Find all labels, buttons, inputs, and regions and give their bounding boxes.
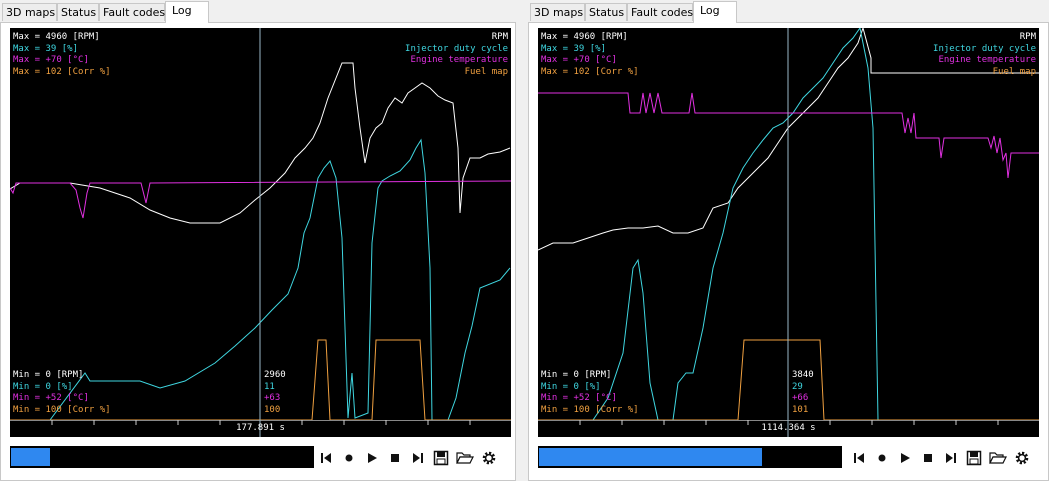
- cursor-value-fuel: 101: [792, 404, 809, 415]
- legend-name-fuel: Fuel map: [992, 66, 1036, 77]
- legend-max-fuel: Max = 102 [Corr %]: [13, 66, 111, 77]
- tab-status[interactable]: Status: [585, 3, 627, 21]
- save-button[interactable]: [964, 448, 984, 468]
- cursor-value-temp: +63: [264, 393, 281, 403]
- legend-min-temp: Min = +52 [°C]: [541, 393, 617, 403]
- play-icon: [901, 453, 910, 463]
- legend-name-rpm: RPM: [491, 32, 508, 42]
- cursor-value-injector: 29: [792, 381, 803, 392]
- temp-line: [10, 180, 511, 219]
- play-button[interactable]: [895, 448, 915, 468]
- tab-status[interactable]: Status: [57, 3, 99, 21]
- stop-icon: [391, 454, 399, 462]
- time-ruler-ticks: [10, 420, 511, 437]
- save-icon: [966, 450, 982, 466]
- legend-min-rpm: Min = 0 [RPM]: [13, 370, 84, 380]
- fuel-line: [538, 339, 1039, 420]
- skip-end-button[interactable]: [941, 448, 961, 468]
- open-folder-icon: [456, 452, 474, 464]
- log-panel-left: 3D maps Status Fault codes Log Max = 496…: [0, 0, 516, 481]
- tab-3d-maps[interactable]: 3D maps: [2, 3, 57, 21]
- skip-start-icon: [854, 453, 864, 463]
- time-label: 1114.364 s: [761, 423, 816, 433]
- legend-min-injector: Min = 0 [%]: [13, 381, 73, 392]
- legend-min-temp: Min = +52 [°C]: [13, 393, 89, 403]
- save-icon: [433, 450, 449, 466]
- stop-button[interactable]: [385, 448, 405, 468]
- cursor-value-injector: 11: [264, 381, 275, 392]
- legend-name-injector: Injector duty cycle: [405, 43, 508, 54]
- playback-progress-fill: [539, 448, 762, 466]
- log-tab-body: Max = 4960 [RPM] Max = 39 [%] Max = +70 …: [0, 22, 516, 481]
- skip-start-icon: [321, 453, 331, 463]
- tab-3d-maps[interactable]: 3D maps: [530, 3, 585, 21]
- stop-icon: [924, 454, 932, 462]
- legend-max-temp: Max = +70 [°C]: [13, 55, 89, 65]
- legend-max-rpm: Max = 4960 [RPM]: [541, 32, 628, 42]
- settings-button[interactable]: [1012, 448, 1032, 468]
- settings-icon: [482, 451, 496, 465]
- skip-end-icon: [946, 453, 956, 463]
- cursor-value-rpm: 2960: [264, 370, 286, 380]
- tab-log[interactable]: Log: [165, 1, 209, 23]
- legend-max-injector: Max = 39 [%]: [541, 43, 607, 54]
- legend-name-fuel: Fuel map: [464, 66, 508, 77]
- skip-start-button[interactable]: [849, 448, 869, 468]
- log-chart[interactable]: Max = 4960 [RPM] Max = 39 [%] Max = +70 …: [10, 28, 511, 420]
- legend-name-injector: Injector duty cycle: [933, 43, 1036, 54]
- play-icon: [368, 453, 377, 463]
- injector-line: [538, 28, 1039, 420]
- fuel-line: [10, 339, 511, 420]
- record-icon: [345, 454, 353, 462]
- play-button[interactable]: [362, 448, 382, 468]
- legend-name-temp: Engine temperature: [938, 55, 1036, 65]
- playback-progress-fill: [11, 448, 50, 466]
- legend-min-fuel: Min = 100 [Corr %]: [13, 404, 111, 415]
- temp-line: [538, 92, 1039, 179]
- record-icon: [878, 454, 886, 462]
- skip-start-button[interactable]: [316, 448, 336, 468]
- legend-max-fuel: Max = 102 [Corr %]: [541, 66, 639, 77]
- legend-name-temp: Engine temperature: [410, 55, 508, 65]
- skip-end-button[interactable]: [408, 448, 428, 468]
- legend-max-rpm: Max = 4960 [RPM]: [13, 32, 100, 42]
- log-chart[interactable]: Max = 4960 [RPM] Max = 39 [%] Max = +70 …: [538, 28, 1039, 420]
- open-folder-icon: [989, 452, 1007, 464]
- log-chart-svg: [538, 28, 1039, 420]
- time-label: 177.891 s: [236, 423, 285, 433]
- legend-name-rpm: RPM: [1019, 32, 1036, 42]
- legend-max-injector: Max = 39 [%]: [13, 43, 79, 54]
- stop-button[interactable]: [918, 448, 938, 468]
- tab-fault-codes[interactable]: Fault codes: [99, 3, 165, 21]
- log-chart-svg: [10, 28, 511, 420]
- cursor-value-temp: +66: [792, 393, 809, 403]
- playback-progress[interactable]: [538, 446, 842, 468]
- legend-max-temp: Max = +70 [°C]: [541, 55, 617, 65]
- cursor-value-rpm: 3840: [792, 370, 814, 380]
- skip-end-icon: [413, 453, 423, 463]
- legend-min-injector: Min = 0 [%]: [541, 381, 601, 392]
- legend-min-rpm: Min = 0 [RPM]: [541, 370, 612, 380]
- time-ruler[interactable]: 1114.364 s: [538, 420, 1039, 437]
- settings-button[interactable]: [479, 448, 499, 468]
- record-button[interactable]: [339, 448, 359, 468]
- tab-fault-codes[interactable]: Fault codes: [627, 3, 693, 21]
- open-folder-button[interactable]: [455, 448, 475, 468]
- time-ruler[interactable]: 177.891 s: [10, 420, 511, 437]
- settings-icon: [1015, 451, 1029, 465]
- playback-progress[interactable]: [10, 446, 314, 468]
- save-button[interactable]: [431, 448, 451, 468]
- tab-log[interactable]: Log: [693, 1, 737, 23]
- open-folder-button[interactable]: [988, 448, 1008, 468]
- log-panel-right: 3D maps Status Fault codes Log Max = 496…: [528, 0, 1049, 481]
- log-tab-body: Max = 4960 [RPM] Max = 39 [%] Max = +70 …: [528, 22, 1049, 481]
- injector-line: [10, 138, 511, 420]
- legend-min-fuel: Min = 100 [Corr %]: [541, 404, 639, 415]
- time-ruler-ticks: [538, 420, 1039, 437]
- record-button[interactable]: [872, 448, 892, 468]
- cursor-value-fuel: 100: [264, 404, 281, 415]
- rpm-line: [10, 62, 511, 224]
- rpm-line: [538, 28, 1039, 251]
